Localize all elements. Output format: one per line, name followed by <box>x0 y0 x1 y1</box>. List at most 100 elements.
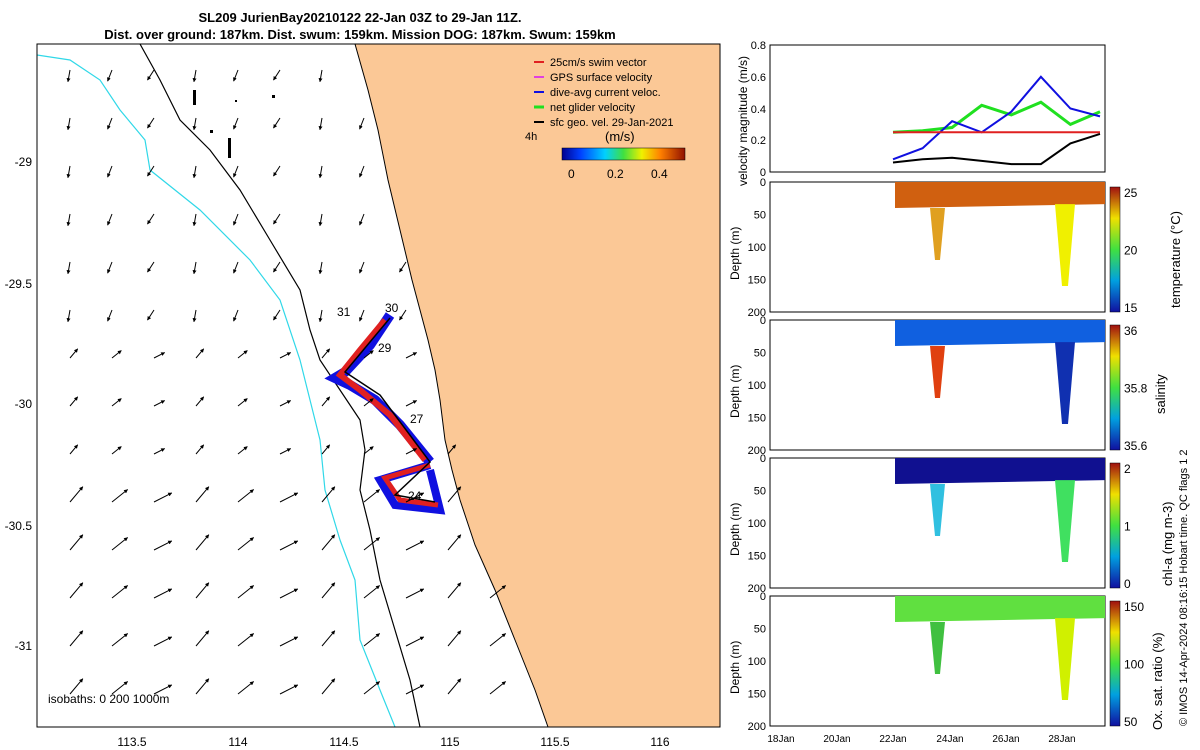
current-arrow <box>66 261 71 275</box>
current-arrow <box>237 489 254 503</box>
svg-text:115: 115 <box>440 735 459 749</box>
current-arrow <box>363 446 374 455</box>
cbar-tick: 25 <box>1124 186 1138 200</box>
current-arrow <box>318 165 323 179</box>
section-surface-0 <box>895 182 1105 208</box>
current-arrow <box>447 582 462 599</box>
depth-tick: 0 <box>760 453 766 465</box>
section-dive-a-0 <box>930 208 945 260</box>
current-arrow <box>447 444 457 455</box>
depth-tick: 100 <box>748 380 766 392</box>
svg-text:4h: 4h <box>525 131 537 143</box>
svg-text:22Jan: 22Jan <box>879 734 906 745</box>
current-arrow <box>111 537 128 551</box>
svg-text:sfc geo. vel. 29-Jan-2021: sfc geo. vel. 29-Jan-2021 <box>550 117 674 129</box>
current-arrow <box>192 165 197 179</box>
section-colorbar-3 <box>1109 600 1121 727</box>
current-arrow <box>321 630 336 647</box>
cbar-tick-02: 0.2 <box>607 167 624 181</box>
cbar-tick-0: 0 <box>568 167 575 181</box>
cbar-tick: 20 <box>1124 244 1138 258</box>
current-arrow <box>318 69 323 83</box>
depth-tick: 150 <box>748 413 766 425</box>
current-arrow <box>279 492 299 503</box>
current-arrow <box>147 69 155 81</box>
cbar-label-salinity: salinity <box>1153 374 1168 414</box>
depth-label-3: Depth (m) <box>728 502 742 556</box>
svg-text:-29.5: -29.5 <box>5 277 33 291</box>
current-arrow <box>153 588 173 599</box>
current-arrow <box>66 165 71 179</box>
map-yticks: -29 -29.5 -30 -30.5 -31 <box>5 155 33 653</box>
section-colorbar-0 <box>1109 186 1121 313</box>
vel-ytick: 0.4 <box>751 104 766 116</box>
current-arrow <box>107 309 113 322</box>
cbar-tick: 36 <box>1124 324 1138 338</box>
current-arrow <box>321 348 331 359</box>
current-arrow <box>363 350 374 359</box>
velocity-colorbar <box>561 147 686 161</box>
cbar-label-chla: chl-a (mg m-3) <box>1160 501 1175 586</box>
current-arrow <box>69 582 84 599</box>
map-legend: 25cm/s swim vector GPS surface velocity … <box>525 57 674 144</box>
svg-text:113.5: 113.5 <box>117 735 146 749</box>
current-arrow <box>111 446 122 455</box>
depth-label-4: Depth (m) <box>728 640 742 694</box>
vel-ytick: 0 <box>760 167 766 179</box>
current-arrow <box>153 448 166 455</box>
current-arrow <box>237 398 248 407</box>
current-arrow <box>321 582 336 599</box>
current-arrow <box>107 261 113 274</box>
section-colorbar-1 <box>1109 324 1121 451</box>
section-colorbar-2 <box>1109 462 1121 589</box>
cbar-tick: 35.6 <box>1124 439 1148 453</box>
current-arrow <box>405 400 418 407</box>
current-arrow <box>233 165 239 178</box>
current-arrow <box>273 213 281 225</box>
svg-text:18Jan: 18Jan <box>767 734 794 745</box>
depth-label-2: Depth (m) <box>728 364 742 418</box>
current-arrow <box>359 213 365 226</box>
depth-tick: 200 <box>748 445 766 457</box>
vel-ytick: 0.6 <box>751 72 766 84</box>
current-arrow <box>237 585 254 599</box>
velocity-series-0 <box>892 100 1101 134</box>
current-arrow <box>237 681 254 695</box>
current-arrow <box>359 261 365 274</box>
depth-tick: 0 <box>760 591 766 603</box>
current-arrow <box>318 309 323 323</box>
current-arrow <box>147 117 155 129</box>
current-arrow <box>273 309 281 321</box>
svg-text:net glider velocity: net glider velocity <box>550 102 635 114</box>
depth-tick: 50 <box>754 348 766 360</box>
current-arrow <box>233 117 239 130</box>
current-arrow <box>69 396 79 407</box>
current-arrow <box>69 348 79 359</box>
current-arrow <box>195 348 205 359</box>
current-arrow <box>195 444 205 455</box>
cbar-tick-04: 0.4 <box>651 167 668 181</box>
current-arrow <box>195 630 210 647</box>
depth-tick: 200 <box>748 307 766 319</box>
cbar-label-oxygen: Ox. sat. ratio (%) <box>1150 632 1165 730</box>
depth-tick: 150 <box>748 689 766 701</box>
current-arrow <box>66 213 71 227</box>
cbar-tick: 50 <box>1124 715 1138 729</box>
depth-tick: 0 <box>760 177 766 189</box>
velocity-ylabel: velocity magnitude (m/s) <box>736 55 750 186</box>
svg-text:24Jan: 24Jan <box>936 734 963 745</box>
svg-text:20Jan: 20Jan <box>823 734 850 745</box>
current-arrow <box>237 446 248 455</box>
current-arrow <box>447 486 462 503</box>
current-arrow <box>66 117 71 131</box>
isobath-200-cyan <box>37 54 396 727</box>
depth-tick: 150 <box>748 275 766 287</box>
section-surface-1 <box>895 320 1105 346</box>
current-arrow <box>237 633 254 647</box>
svg-text:-31: -31 <box>15 639 33 653</box>
svg-text:-30: -30 <box>15 397 33 411</box>
current-arrow <box>192 69 197 83</box>
section-surface-2 <box>895 458 1105 484</box>
cbar-tick: 0 <box>1124 577 1131 591</box>
current-arrow <box>489 585 506 599</box>
